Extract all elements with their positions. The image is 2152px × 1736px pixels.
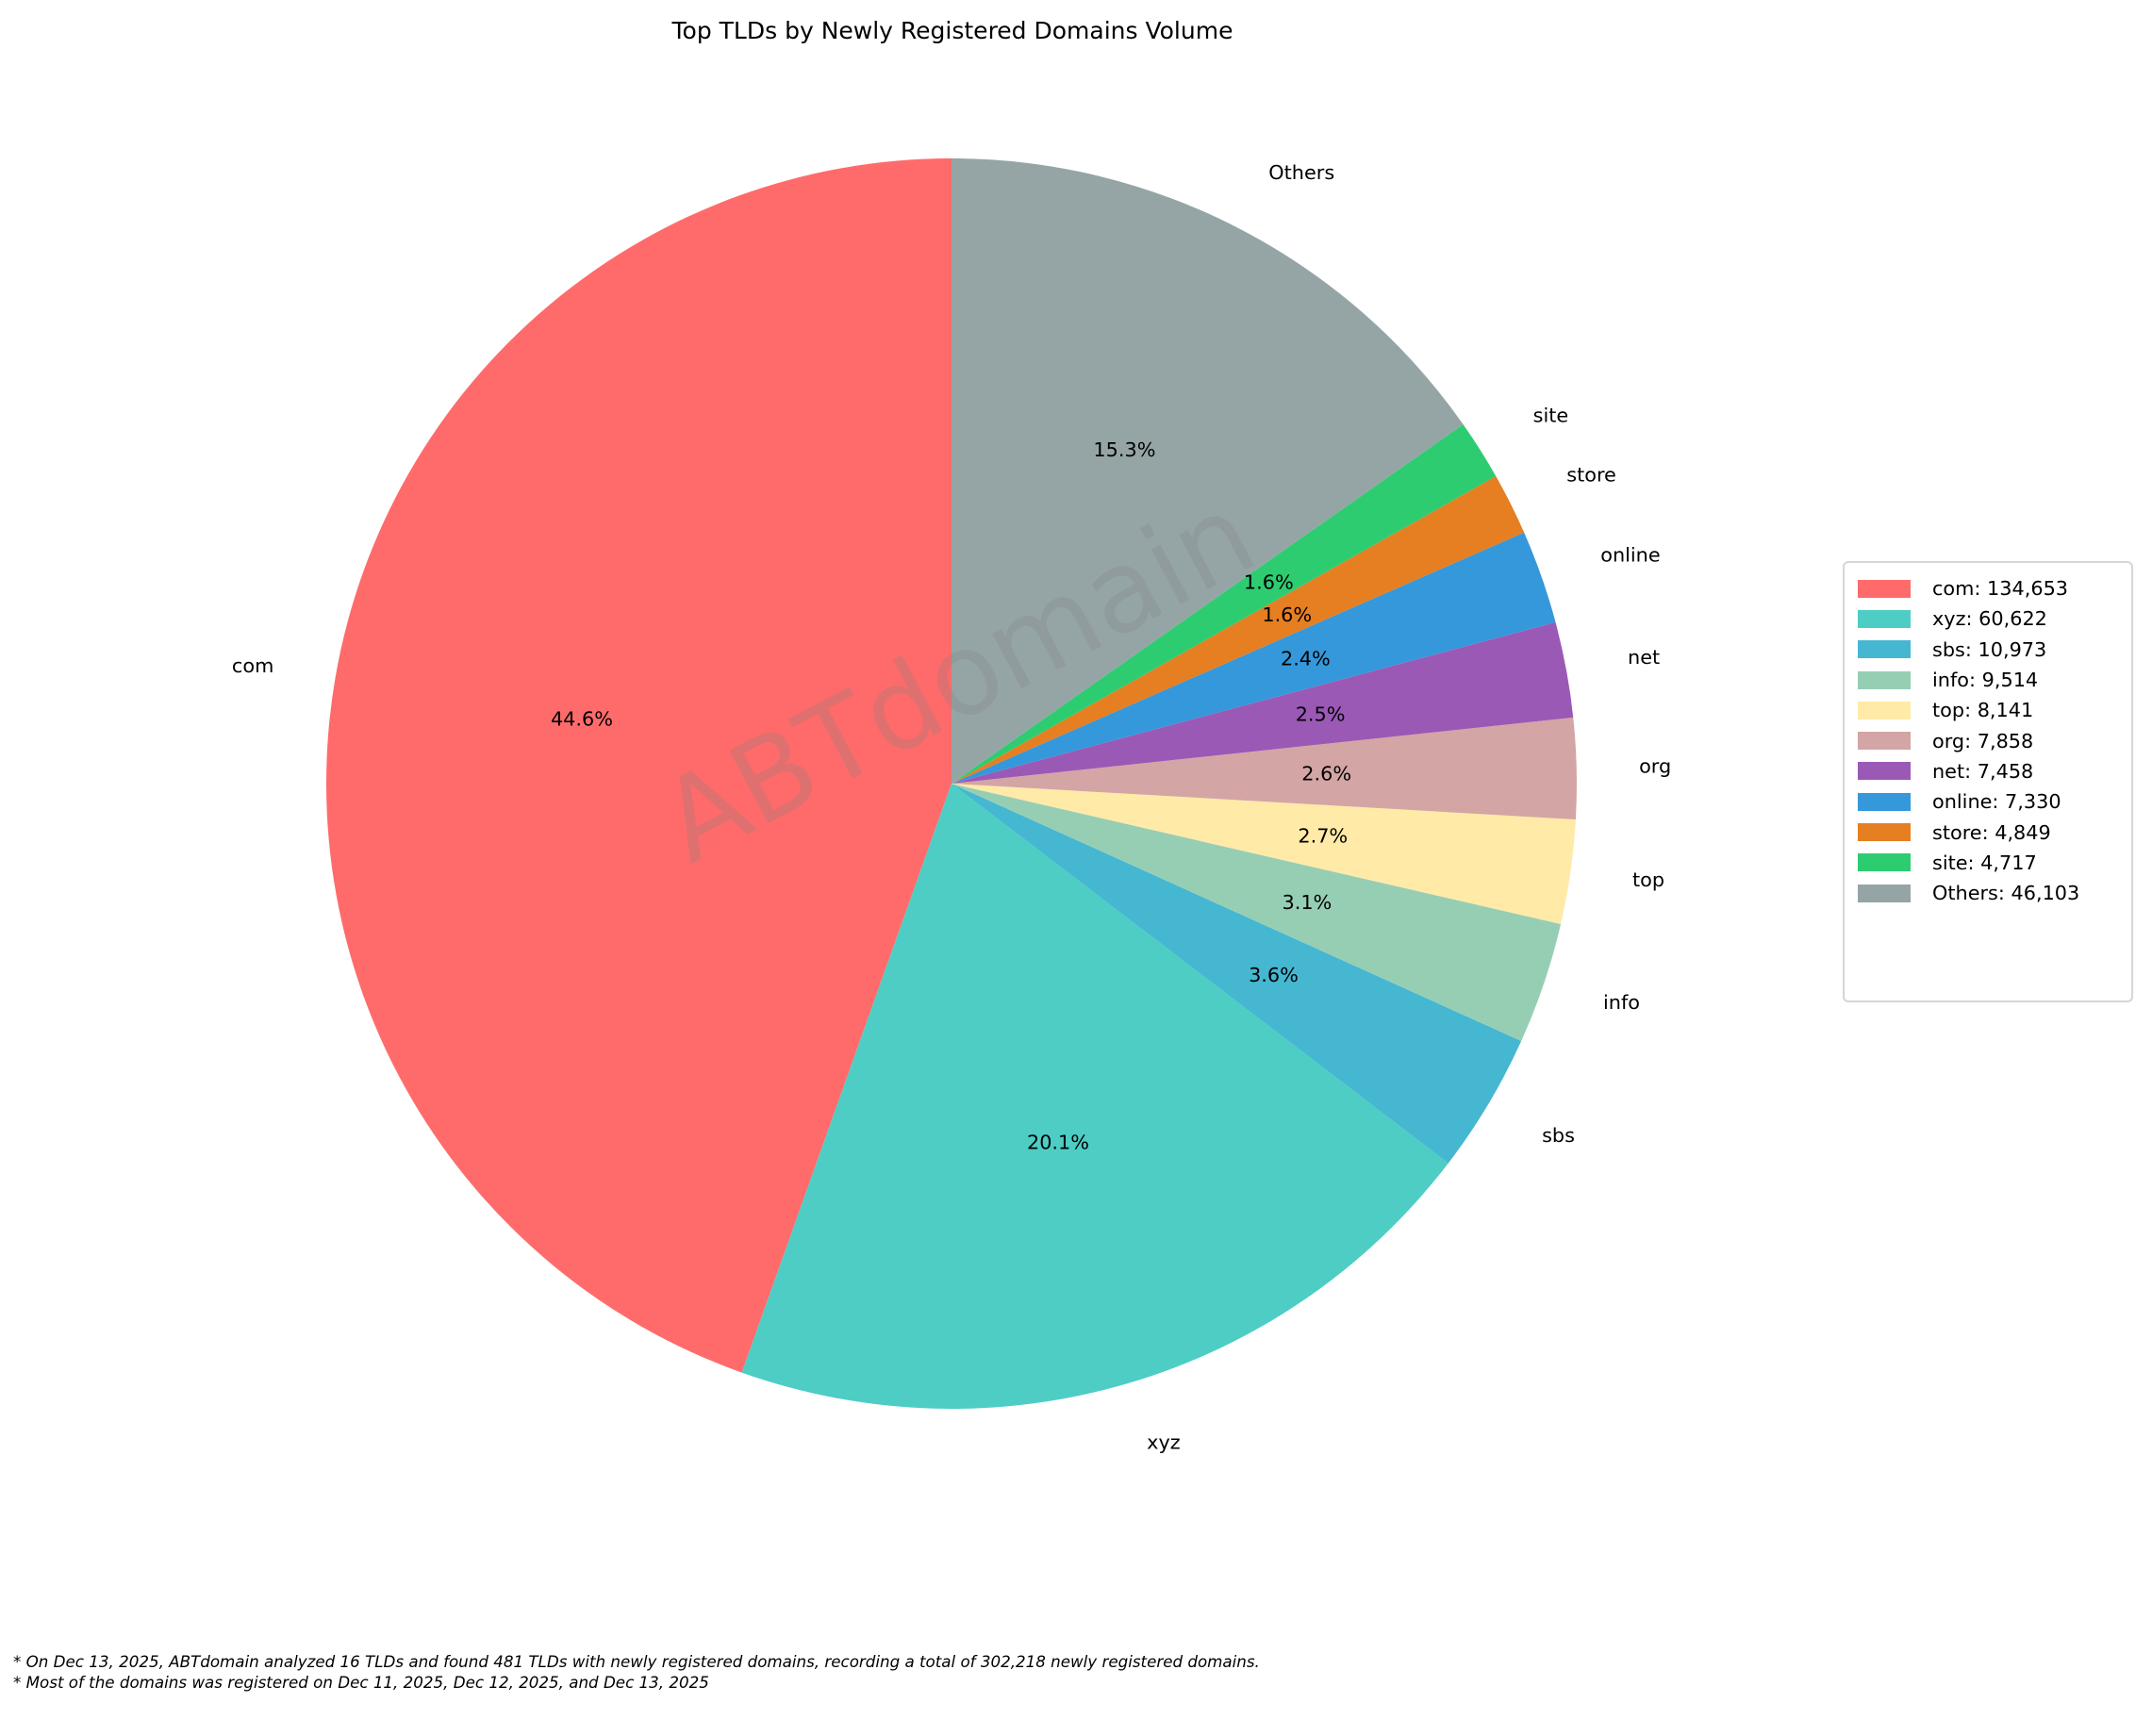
legend-item: online: 7,330 xyxy=(1858,786,2131,817)
chart-title: Top TLDs by Newly Registered Domains Vol… xyxy=(671,17,1233,44)
slice-label: top xyxy=(1632,868,1664,891)
pie-slice-site xyxy=(952,423,1497,784)
slice-label: site xyxy=(1533,405,1569,427)
pie-slice-info xyxy=(952,784,1562,1042)
legend-item: xyz: 60,622 xyxy=(1858,603,2131,634)
legend-item: sbs: 10,973 xyxy=(1858,635,2131,665)
slice-percent-label: 44.6% xyxy=(551,707,613,730)
pie-slice-sbs xyxy=(952,784,1522,1164)
pie-slice-others xyxy=(952,158,1464,784)
legend-label: net: 7,458 xyxy=(1932,759,2034,783)
legend-label: com: 134,653 xyxy=(1932,577,2069,601)
legend-label: store: 4,849 xyxy=(1932,820,2051,844)
pie-slice-org xyxy=(952,717,1578,820)
legend-label: info: 9,514 xyxy=(1932,669,2039,692)
pie-slice-com xyxy=(325,157,952,1373)
slice-percent-label: 1.6% xyxy=(1244,571,1294,594)
slice-label: xyz xyxy=(1147,1430,1181,1453)
slice-percent-label: 2.5% xyxy=(1296,703,1346,725)
legend-label: online: 7,330 xyxy=(1932,790,2061,814)
slice-label: com xyxy=(232,654,273,677)
legend-label: org: 7,858 xyxy=(1932,729,2034,752)
legend-item: site: 4,717 xyxy=(1858,848,2131,878)
footnote-1: * On Dec 13, 2025, ABTdomain analyzed 16… xyxy=(13,1652,1260,1671)
slice-percent-label: 1.6% xyxy=(1262,603,1312,626)
legend: com: 134,653 xyz: 60,622 sbs: 10,973 info: … xyxy=(1843,561,2133,1002)
slice-percent-label: 2.4% xyxy=(1281,647,1331,670)
pie-slice-net xyxy=(952,621,1574,784)
slice-label: sbs xyxy=(1542,1124,1575,1147)
slice-label: online xyxy=(1600,544,1660,567)
legend-label: site: 4,717 xyxy=(1932,851,2037,874)
slice-percent-label: 3.1% xyxy=(1282,891,1332,914)
legend-swatch xyxy=(1858,762,1911,781)
legend-item: top: 8,141 xyxy=(1858,695,2131,725)
slice-percent-label: 2.6% xyxy=(1301,762,1351,785)
legend-swatch xyxy=(1858,701,1911,719)
legend-label: top: 8,141 xyxy=(1932,699,2034,722)
legend-item: Others: 46,103 xyxy=(1858,878,2131,908)
slice-label: store xyxy=(1566,464,1616,487)
slice-label: net xyxy=(1628,646,1660,669)
pie-slice-top xyxy=(952,784,1576,924)
legend-item: com: 134,653 xyxy=(1858,573,2131,603)
slice-label: org xyxy=(1639,754,1671,777)
legend-swatch xyxy=(1858,579,1911,598)
legend-swatch xyxy=(1858,670,1911,689)
legend-label: Others: 46,103 xyxy=(1932,882,2080,905)
slice-percent-label: 20.1% xyxy=(1027,1131,1089,1153)
legend-swatch xyxy=(1858,884,1911,902)
legend-label: xyz: 60,622 xyxy=(1932,607,2047,631)
legend-label: sbs: 10,973 xyxy=(1932,637,2047,661)
legend-item: info: 9,514 xyxy=(1858,665,2131,695)
legend-swatch xyxy=(1858,792,1911,811)
legend-item: org: 7,858 xyxy=(1858,725,2131,755)
slice-label: Others xyxy=(1268,161,1334,184)
slice-percent-label: 2.7% xyxy=(1298,824,1348,847)
footnote-2: * Most of the domains was registered on … xyxy=(13,1673,709,1692)
pie-slice-store xyxy=(952,475,1525,784)
slice-percent-label: 15.3% xyxy=(1093,438,1155,461)
legend-swatch xyxy=(1858,609,1911,628)
pie-slice-online xyxy=(952,532,1556,784)
legend-swatch xyxy=(1858,853,1911,872)
pie-slice-xyz xyxy=(741,784,1448,1410)
legend-item: store: 4,849 xyxy=(1858,817,2131,847)
legend-item: net: 7,458 xyxy=(1858,756,2131,786)
slice-label: info xyxy=(1603,991,1640,1014)
legend-swatch xyxy=(1858,823,1911,842)
slice-percent-label: 3.6% xyxy=(1249,964,1299,986)
legend-swatch xyxy=(1858,732,1911,751)
legend-swatch xyxy=(1858,640,1911,659)
